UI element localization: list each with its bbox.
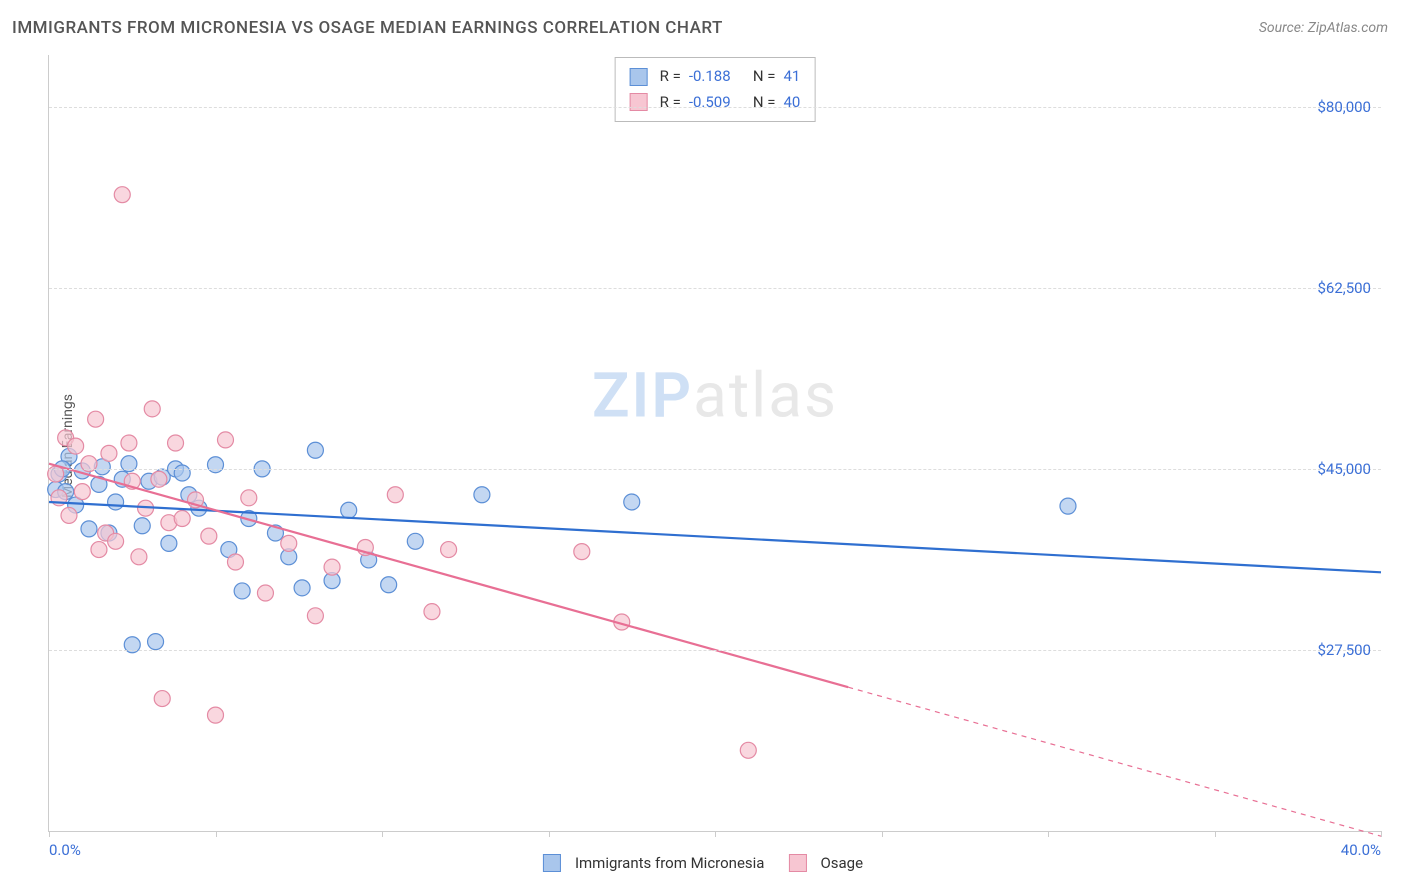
scatter-point-micronesia bbox=[1060, 498, 1076, 514]
trend-line-dashed-osage bbox=[848, 687, 1381, 836]
scatter-point-osage bbox=[154, 691, 170, 707]
scatter-point-osage bbox=[108, 533, 124, 549]
scatter-point-osage bbox=[88, 411, 104, 427]
chart-title: IMMIGRANTS FROM MICRONESIA VS OSAGE MEDI… bbox=[12, 18, 723, 38]
scatter-point-osage bbox=[208, 707, 224, 723]
scatter-point-osage bbox=[387, 487, 403, 503]
scatter-point-osage bbox=[740, 742, 756, 758]
scatter-point-osage bbox=[257, 585, 273, 601]
scatter-point-micronesia bbox=[407, 533, 423, 549]
scatter-point-osage bbox=[241, 490, 257, 506]
x-tick bbox=[1048, 831, 1049, 837]
scatter-point-osage bbox=[227, 554, 243, 570]
scatter-point-osage bbox=[424, 604, 440, 620]
grid-line bbox=[49, 107, 1381, 108]
scatter-point-osage bbox=[144, 401, 160, 417]
chart-svg bbox=[49, 55, 1381, 831]
scatter-point-osage bbox=[281, 535, 297, 551]
x-tick bbox=[882, 831, 883, 837]
x-tick bbox=[715, 831, 716, 837]
scatter-point-micronesia bbox=[234, 583, 250, 599]
x-axis-max-label: 40.0% bbox=[1341, 841, 1381, 859]
legend-label-1: Osage bbox=[820, 854, 863, 872]
chart-container: IMMIGRANTS FROM MICRONESIA VS OSAGE MEDI… bbox=[0, 0, 1406, 892]
grid-line bbox=[49, 469, 1381, 470]
y-tick-label: $27,500 bbox=[1317, 641, 1371, 659]
scatter-point-osage bbox=[74, 484, 90, 500]
scatter-point-micronesia bbox=[474, 487, 490, 503]
scatter-point-osage bbox=[68, 438, 84, 454]
legend-item-1: Osage bbox=[788, 854, 863, 872]
x-tick bbox=[549, 831, 550, 837]
legend-swatch-0 bbox=[543, 854, 561, 872]
legend-item-0: Immigrants from Micronesia bbox=[543, 854, 765, 872]
scatter-point-micronesia bbox=[174, 465, 190, 481]
legend-label-0: Immigrants from Micronesia bbox=[575, 854, 765, 872]
scatter-point-micronesia bbox=[108, 494, 124, 510]
scatter-point-osage bbox=[61, 507, 77, 523]
legend-swatch-1 bbox=[788, 854, 806, 872]
scatter-point-micronesia bbox=[381, 577, 397, 593]
grid-line bbox=[49, 288, 1381, 289]
scatter-point-micronesia bbox=[208, 457, 224, 473]
scatter-point-osage bbox=[217, 432, 233, 448]
scatter-point-micronesia bbox=[624, 494, 640, 510]
plot-area: ZIPatlas R = -0.188 N = 41 R = -0.509 N … bbox=[48, 55, 1381, 832]
scatter-point-osage bbox=[114, 187, 130, 203]
trend-line-micronesia bbox=[49, 502, 1381, 572]
scatter-point-osage bbox=[121, 435, 137, 451]
x-tick bbox=[1381, 831, 1382, 837]
source-attribution: Source: ZipAtlas.com bbox=[1259, 20, 1388, 36]
scatter-point-micronesia bbox=[148, 634, 164, 650]
x-tick bbox=[1215, 831, 1216, 837]
x-axis-min-label: 0.0% bbox=[49, 841, 81, 859]
y-tick-label: $45,000 bbox=[1317, 460, 1371, 478]
scatter-point-osage bbox=[201, 528, 217, 544]
scatter-point-osage bbox=[91, 542, 107, 558]
x-tick bbox=[49, 831, 50, 837]
grid-line bbox=[49, 650, 1381, 651]
scatter-point-osage bbox=[441, 542, 457, 558]
y-tick-label: $80,000 bbox=[1317, 98, 1371, 116]
scatter-point-osage bbox=[168, 435, 184, 451]
scatter-point-osage bbox=[307, 608, 323, 624]
x-tick bbox=[216, 831, 217, 837]
scatter-point-micronesia bbox=[134, 518, 150, 534]
bottom-legend: Immigrants from Micronesia Osage bbox=[543, 854, 863, 872]
trend-line-osage bbox=[49, 464, 848, 687]
scatter-point-osage bbox=[101, 445, 117, 461]
x-tick bbox=[382, 831, 383, 837]
scatter-point-osage bbox=[131, 549, 147, 565]
scatter-point-osage bbox=[174, 511, 190, 527]
scatter-point-osage bbox=[324, 559, 340, 575]
scatter-point-micronesia bbox=[81, 521, 97, 537]
y-tick-label: $62,500 bbox=[1317, 279, 1371, 297]
scatter-point-micronesia bbox=[294, 580, 310, 596]
scatter-point-micronesia bbox=[161, 535, 177, 551]
scatter-point-osage bbox=[574, 544, 590, 560]
scatter-point-micronesia bbox=[307, 442, 323, 458]
scatter-point-micronesia bbox=[341, 502, 357, 518]
scatter-point-osage bbox=[151, 471, 167, 487]
